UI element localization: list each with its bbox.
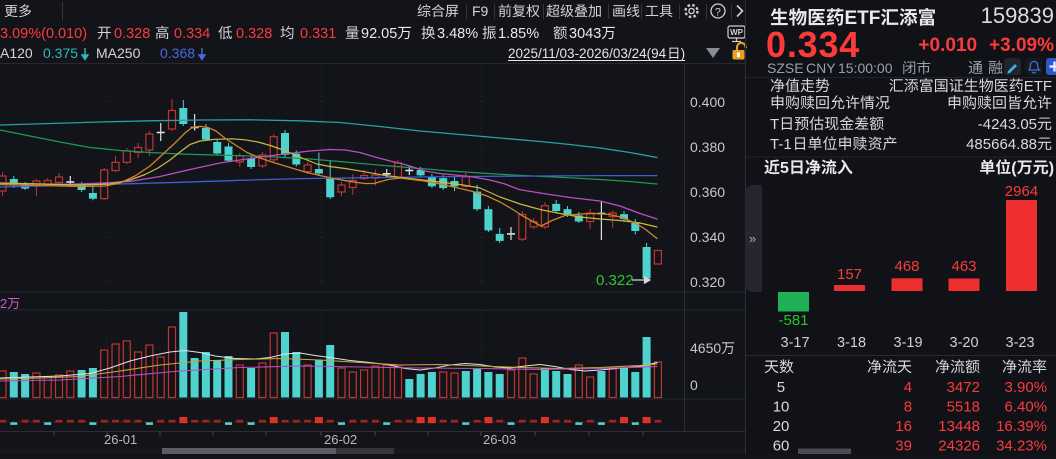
svg-text:463: 463 (952, 258, 977, 275)
svg-text:3472: 3472 (947, 379, 980, 396)
svg-text:MA250: MA250 (96, 45, 141, 61)
svg-text:ETF: ETF (1024, 78, 1052, 95)
svg-text:CNY: CNY (806, 60, 836, 76)
svg-text:26-01: 26-01 (104, 432, 137, 447)
svg-text:): ) (681, 46, 686, 61)
svg-text:468: 468 (895, 258, 920, 275)
svg-text:2964: 2964 (1005, 183, 1038, 200)
svg-text:3.09%(0.010): 3.09%(0.010) (0, 26, 87, 42)
svg-text:6.40%: 6.40% (1005, 399, 1048, 416)
svg-text:(: ( (1011, 160, 1017, 177)
svg-text:?: ? (715, 7, 721, 19)
svg-text:26-02: 26-02 (324, 432, 357, 447)
svg-text:3.90%: 3.90% (1005, 379, 1048, 396)
svg-text:3-23: 3-23 (1006, 335, 1035, 351)
svg-text:485664.88: 485664.88 (966, 136, 1037, 153)
svg-text:2: 2 (0, 296, 7, 311)
svg-text:34.23%: 34.23% (996, 438, 1047, 455)
svg-text:F9: F9 (472, 3, 489, 19)
svg-text:159839: 159839 (981, 3, 1054, 28)
svg-text:15:00:00: 15:00:00 (838, 60, 893, 76)
svg-text:T-1: T-1 (770, 136, 792, 153)
svg-text:4650: 4650 (690, 340, 721, 356)
svg-text:WP: WP (730, 28, 744, 37)
svg-text:ETF: ETF (845, 8, 881, 29)
svg-text:0.380: 0.380 (690, 139, 725, 155)
svg-text:13448: 13448 (938, 418, 980, 435)
svg-text:0.334: 0.334 (174, 26, 210, 42)
svg-text:0.375: 0.375 (43, 45, 78, 61)
svg-text:0.368: 0.368 (160, 45, 195, 61)
svg-text:0: 0 (690, 377, 698, 393)
svg-text:3-20: 3-20 (950, 335, 979, 351)
svg-text:10: 10 (773, 399, 790, 416)
svg-text:-4243.05: -4243.05 (978, 116, 1037, 133)
svg-text:3-19: 3-19 (894, 335, 923, 351)
svg-text:0.328: 0.328 (114, 26, 150, 42)
svg-text:»: » (749, 231, 756, 246)
svg-text:16.39%: 16.39% (996, 418, 1047, 435)
svg-text:SZSE: SZSE (767, 60, 804, 76)
svg-text:0.400: 0.400 (690, 94, 725, 110)
svg-text:4: 4 (904, 379, 912, 396)
svg-text:3-17: 3-17 (781, 335, 810, 351)
svg-text:26-03: 26-03 (483, 432, 516, 447)
svg-text:16: 16 (895, 418, 912, 435)
svg-text:39: 39 (895, 438, 912, 455)
svg-text:20: 20 (773, 418, 790, 435)
svg-text:-581: -581 (779, 312, 809, 329)
svg-text:0.328: 0.328 (236, 26, 272, 42)
svg-text:+3.09%: +3.09% (989, 35, 1054, 56)
svg-text:60: 60 (773, 438, 790, 455)
svg-text:3-18: 3-18 (837, 335, 866, 351)
svg-text:3.48%: 3.48% (437, 26, 478, 42)
svg-text:5: 5 (780, 160, 789, 177)
svg-text:1.85%: 1.85% (498, 26, 539, 42)
svg-text:0.320: 0.320 (690, 274, 725, 290)
svg-text:+0.010: +0.010 (918, 35, 977, 56)
svg-text:5: 5 (777, 379, 785, 396)
svg-text:0.340: 0.340 (690, 229, 725, 245)
svg-text:0.334: 0.334 (766, 24, 860, 65)
svg-text:0.331: 0.331 (300, 26, 336, 42)
svg-text:T: T (770, 116, 779, 133)
svg-text:5518: 5518 (947, 399, 980, 416)
svg-text:8: 8 (904, 399, 912, 416)
svg-text:2025/11/03-2026/03/24(94: 2025/11/03-2026/03/24(94 (508, 46, 667, 61)
svg-text:157: 157 (837, 266, 862, 283)
svg-text:): ) (1049, 160, 1054, 177)
svg-text:92.05: 92.05 (361, 26, 397, 42)
svg-text:0.360: 0.360 (690, 184, 725, 200)
svg-text:0.322: 0.322 (596, 272, 634, 289)
svg-text:3043: 3043 (569, 26, 601, 42)
svg-text:A120: A120 (0, 45, 33, 61)
svg-text:24326: 24326 (938, 438, 980, 455)
